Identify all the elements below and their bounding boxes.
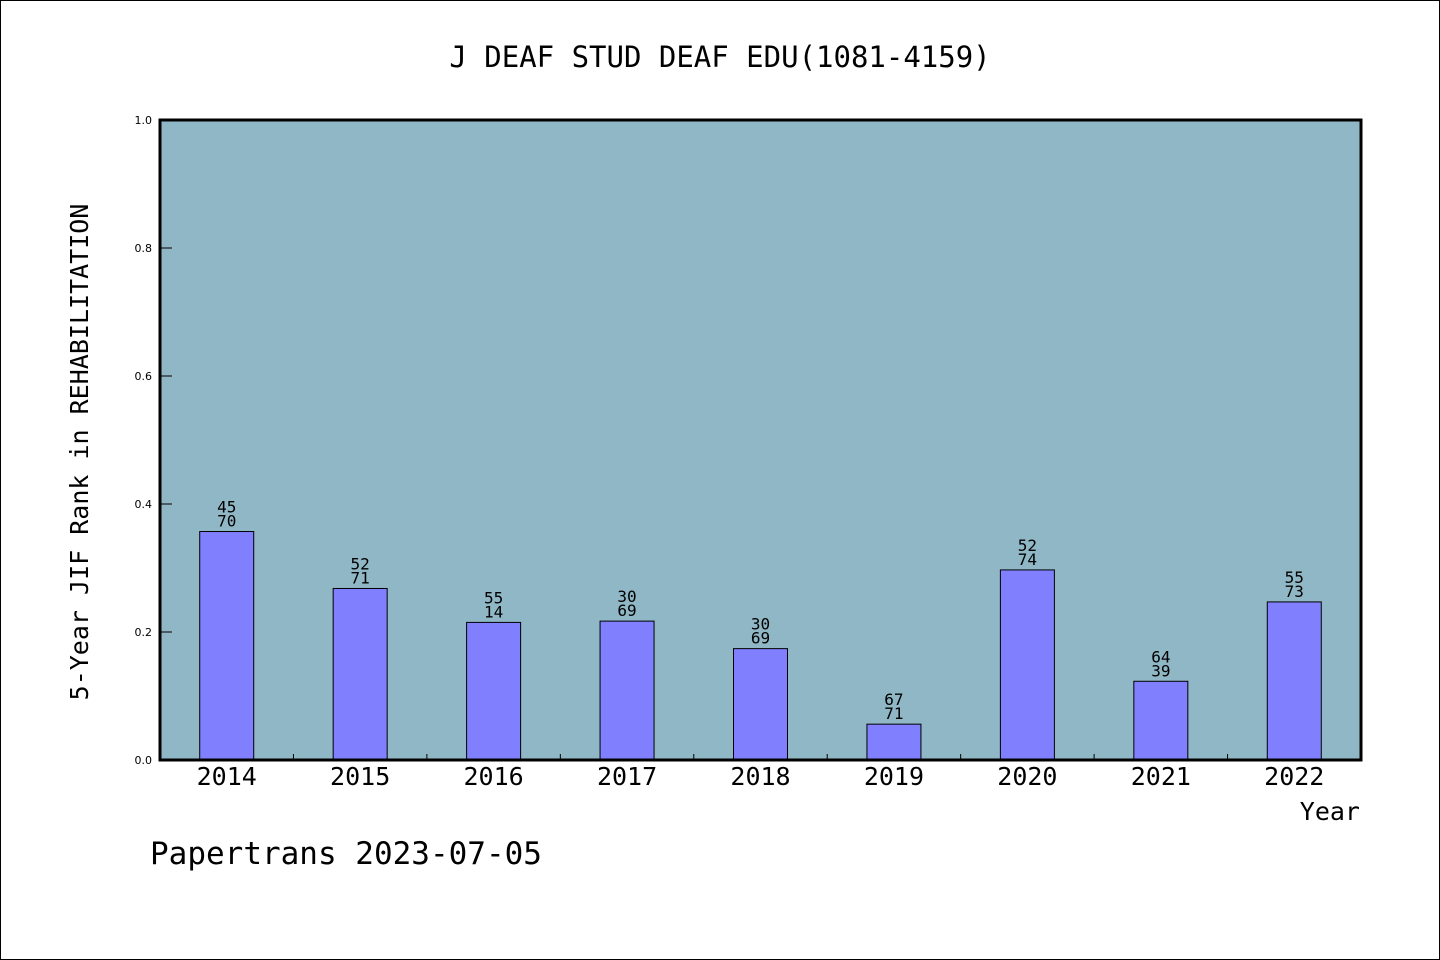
footer-credit: Papertrans 2023-07-05 [150, 836, 542, 872]
x-tick-label-2018: 2018 [730, 762, 790, 791]
x-tick-label-2019: 2019 [864, 762, 924, 791]
bar-label-2015-bottom: 71 [351, 568, 370, 587]
bar-label-2021-top: 64 [1151, 647, 1170, 666]
y-axis-label: 5-Year JIF Rank in REHABILITATION [65, 204, 94, 701]
bar-2020 [999, 569, 1055, 761]
bar-label-2018-top: 30 [751, 615, 770, 634]
bar-2019 [866, 723, 922, 761]
bar-label-2019-top: 67 [884, 690, 903, 709]
y-tick-label-1.0: 1.0 [135, 114, 153, 127]
y-axis: 0.0 0.2 0.4 0.6 0.8 1.0 [135, 114, 172, 767]
bar-label-2020-top: 52 [1018, 536, 1037, 555]
bar-2016 [466, 621, 522, 761]
bar-2021 [1133, 680, 1189, 761]
bar-label-2018-bottom: 69 [751, 629, 770, 648]
bar-label-2016-bottom: 14 [484, 602, 503, 621]
bar-2015 [332, 587, 388, 761]
bar-label-2017-bottom: 69 [617, 601, 636, 620]
x-tick-label-2017: 2017 [597, 762, 657, 791]
y-tick-label-0.8: 0.8 [135, 242, 153, 255]
chart-title: J DEAF STUD DEAF EDU(1081-4159) [449, 40, 990, 74]
x-axis: 2014 2015 2016 2017 2018 2019 2020 2021 2022 [197, 754, 1324, 791]
y-tick-label-0.2: 0.2 [135, 626, 153, 639]
x-tick-label-2022: 2022 [1264, 762, 1324, 791]
plot-frame [158, 118, 1363, 762]
bar-label-2014-top: 45 [217, 498, 236, 517]
bar-label-2015-top: 52 [351, 554, 370, 573]
x-axis-label: Year [1300, 797, 1360, 826]
bar-label-2014-bottom: 70 [217, 512, 236, 531]
bar-label-2019-bottom: 71 [884, 704, 903, 723]
y-tick-label-0.0: 0.0 [135, 754, 153, 767]
y-tick-label-0.6: 0.6 [135, 370, 153, 383]
bar-2014 [199, 531, 255, 761]
bar-label-2016-top: 55 [484, 588, 503, 607]
bar-2018 [733, 648, 788, 761]
bar-label-2022-top: 55 [1285, 568, 1304, 587]
bar-2022 [1266, 601, 1322, 761]
x-tick-label-2021: 2021 [1131, 762, 1191, 791]
bar-label-2020-bottom: 74 [1018, 550, 1037, 569]
x-tick-label-2014: 2014 [197, 762, 257, 791]
x-tick-label-2016: 2016 [464, 762, 524, 791]
x-tick-label-2020: 2020 [997, 762, 1057, 791]
bar-label-2022-bottom: 73 [1285, 582, 1304, 601]
y-tick-label-0.4: 0.4 [135, 498, 153, 511]
bar-2017 [599, 620, 655, 761]
bar-label-2017-top: 30 [617, 587, 636, 606]
bars-group [199, 531, 1322, 761]
bar-label-2021-bottom: 39 [1151, 661, 1170, 680]
x-tick-label-2015: 2015 [330, 762, 390, 791]
